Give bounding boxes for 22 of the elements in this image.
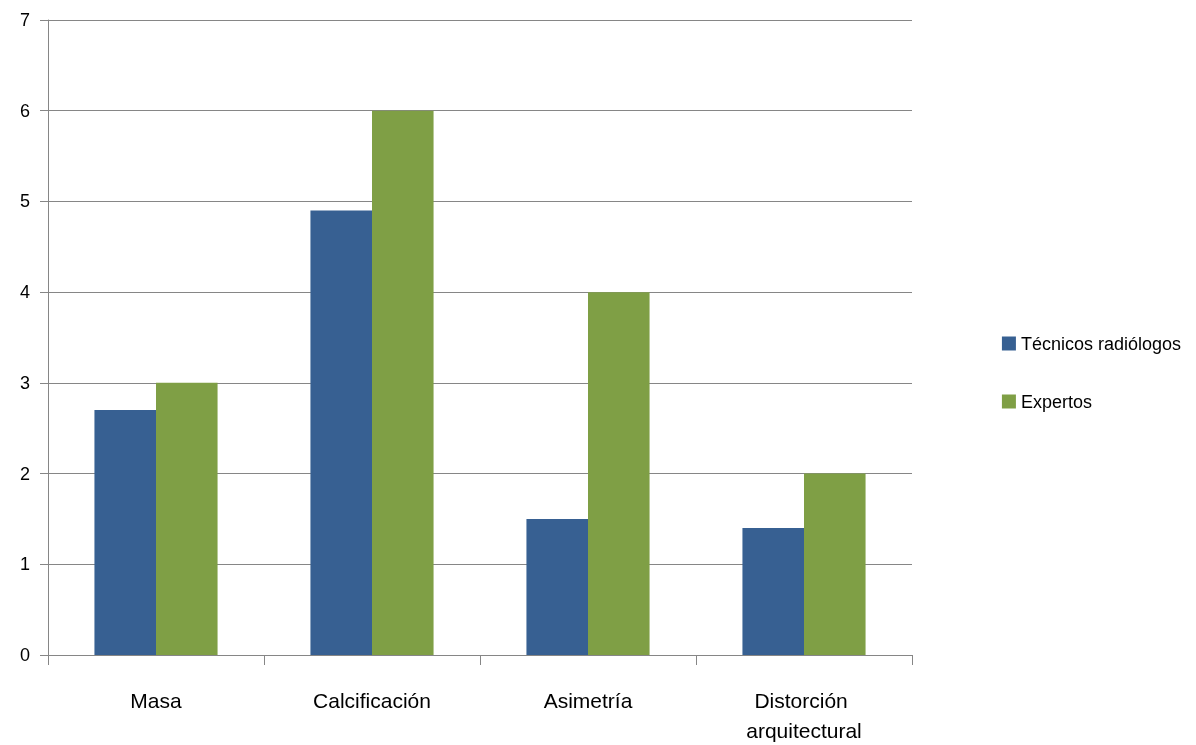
bar — [156, 382, 218, 655]
x-tick-label: Asimetría — [543, 688, 633, 712]
y-tick-label: 1 — [19, 554, 30, 575]
y-tick-label: 6 — [19, 100, 30, 121]
y-tick-label: 5 — [19, 191, 30, 212]
y-tick-label: 0 — [19, 645, 30, 665]
legend-label: Expertos — [1020, 391, 1092, 412]
y-tick-label: 7 — [19, 10, 30, 30]
bar — [742, 528, 804, 655]
bar — [372, 110, 434, 655]
bar — [310, 210, 372, 655]
bar — [804, 473, 866, 655]
y-tick-label: 4 — [19, 282, 30, 303]
bar — [526, 518, 588, 655]
y-tick-label: 3 — [19, 372, 30, 393]
bar — [588, 292, 650, 655]
x-tick-label: Masa — [130, 688, 182, 712]
legend-label: Técnicos radiólogos — [1020, 333, 1182, 354]
bar — [94, 410, 156, 655]
x-tick-label: Distorción arquitectural — [746, 688, 862, 742]
x-tick-label: Calcificación — [313, 688, 431, 712]
y-tick-label: 2 — [19, 463, 30, 484]
